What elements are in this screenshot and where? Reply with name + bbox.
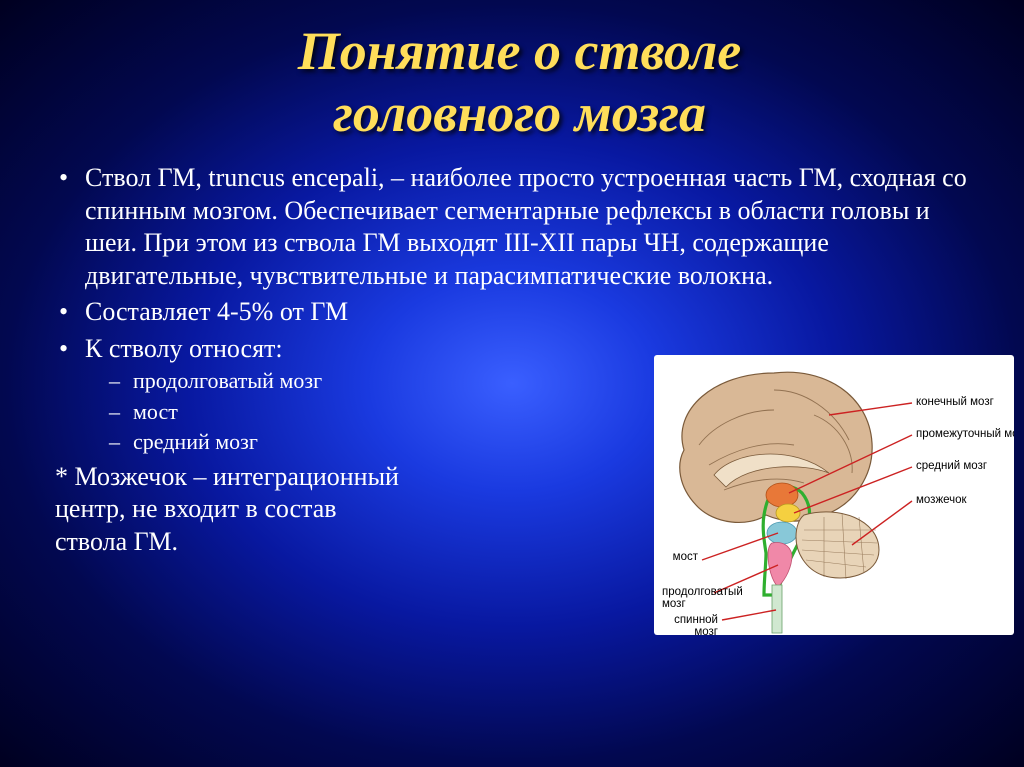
sub-2: мост bbox=[133, 398, 584, 427]
cerebellum-shape bbox=[796, 512, 879, 579]
spinal-cord-shape bbox=[772, 585, 782, 633]
midbrain-shape bbox=[776, 504, 800, 522]
bullet-2: Составляет 4-5% от ГМ bbox=[85, 296, 984, 329]
label-prodolg: продолговатыймозг bbox=[662, 586, 743, 610]
footnote-l3: ствола ГМ. bbox=[55, 527, 178, 556]
label-konechny: конечный мозг bbox=[916, 396, 994, 408]
label-most: мост bbox=[673, 551, 699, 563]
brain-svg: конечный мозг промежуточный мозг средний… bbox=[654, 355, 1014, 635]
label-sredny: средний мозг bbox=[916, 460, 987, 472]
medulla-shape bbox=[768, 543, 792, 588]
sub-1: продолговатый мозг bbox=[133, 367, 584, 396]
bullet-3-text: К стволу относят: bbox=[85, 334, 283, 363]
footnote-l1: * Мозжечок – интеграционный bbox=[55, 462, 399, 491]
bullet-1: Ствол ГМ, truncus encepali, – наиболее п… bbox=[85, 162, 984, 292]
sub-list: продолговатый мозг мост средний мозг bbox=[85, 367, 584, 457]
slide-title: Понятие о стволе головного мозга bbox=[55, 20, 984, 144]
sub-3: средний мозг bbox=[133, 428, 584, 457]
brain-diagram: конечный мозг промежуточный мозг средний… bbox=[654, 355, 1014, 635]
title-line-1: Понятие о стволе bbox=[298, 21, 742, 81]
label-promezh: промежуточный мозг bbox=[916, 428, 1014, 440]
title-line-2: головного мозга bbox=[333, 83, 706, 143]
label-mozzhechok: мозжечок bbox=[916, 494, 968, 506]
diencephalon-shape bbox=[766, 483, 798, 507]
label-spinnoy: спинноймозг bbox=[674, 614, 718, 635]
footnote-l2: центр, не входит в состав bbox=[55, 494, 337, 523]
pons-shape bbox=[767, 522, 797, 544]
